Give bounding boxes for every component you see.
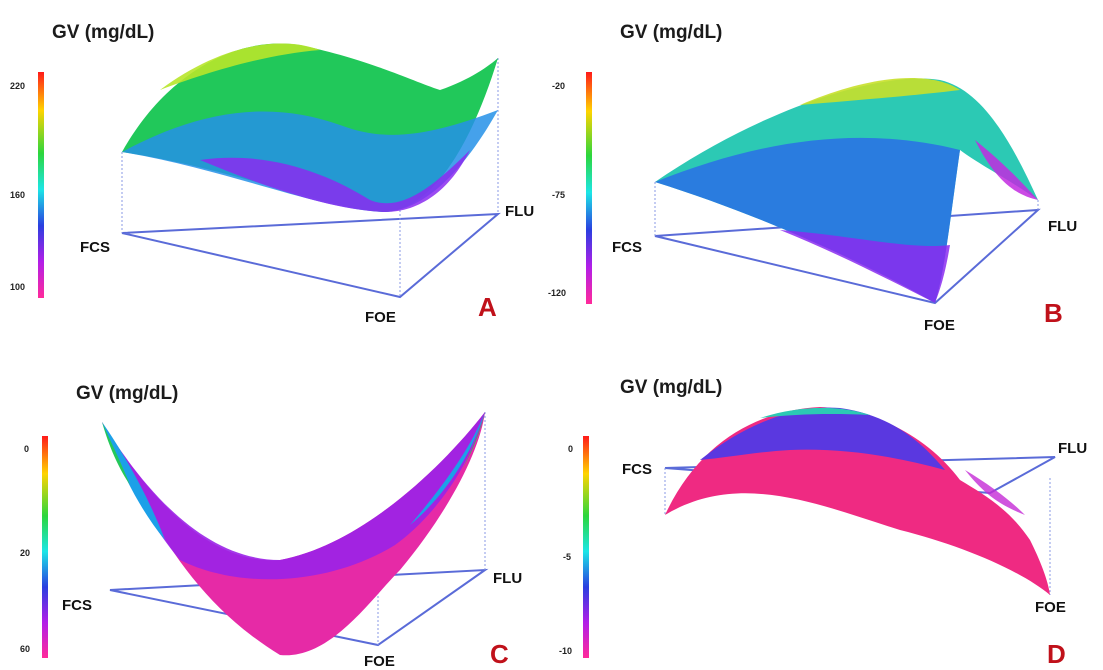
panel-d-colorbar-tick-top: 0	[568, 444, 573, 454]
panel-b-colorbar-tick-bottom: -120	[548, 288, 566, 298]
panel-a-axis-foe: FOE	[365, 309, 396, 326]
panel-d-axis-foe: FOE	[1035, 599, 1066, 616]
panel-b-letter: B	[1044, 298, 1063, 328]
panel-d-title: GV (mg/dL)	[620, 377, 722, 398]
panel-a: GV (mg/dL) 220 160 100 FCS FOE FLU A	[10, 22, 534, 326]
panel-d-axis-fcs: FCS	[622, 461, 652, 478]
panel-b-axis-foe: FOE	[924, 317, 955, 334]
panel-d-surface	[665, 407, 1050, 595]
panel-c-axis-fcs: FCS	[62, 597, 92, 614]
panel-b-colorbar-tick-top: -20	[552, 81, 565, 91]
panel-c-axis-foe: FOE	[364, 653, 395, 670]
panel-c-colorbar-tick-bottom: 60	[20, 644, 30, 654]
panel-b-colorbar	[586, 72, 592, 304]
panel-b-title: GV (mg/dL)	[620, 22, 722, 43]
panel-c-letter: C	[490, 639, 509, 669]
panel-a-axis-flu: FLU	[505, 203, 534, 220]
panel-a-letter: A	[478, 292, 497, 322]
panel-b-surface	[655, 78, 1038, 303]
panel-a-colorbar-tick-bottom: 100	[10, 282, 25, 292]
panel-a-base-frame	[121, 212, 501, 299]
panel-b-axis-flu: FLU	[1048, 218, 1077, 235]
panel-a-axis-fcs: FCS	[80, 239, 110, 256]
panel-d-colorbar	[583, 436, 589, 658]
panel-d-colorbar-tick-bottom: -10	[559, 646, 572, 656]
panel-c-surface	[102, 412, 485, 656]
panel-c-colorbar	[42, 436, 48, 658]
panel-c-colorbar-tick-mid: 20	[20, 548, 30, 558]
panel-b: GV (mg/dL) -20 -75 -120 FCS FOE FLU B	[548, 22, 1077, 334]
panel-c-title: GV (mg/dL)	[76, 383, 178, 404]
panel-a-surface	[122, 43, 498, 212]
panel-c-axis-flu: FLU	[493, 570, 522, 587]
panel-a-colorbar	[38, 72, 44, 298]
panel-a-colorbar-tick-mid: 160	[10, 190, 25, 200]
panel-c: GV (mg/dL) 0 20 60 FCS FOE FLU C	[20, 383, 522, 670]
panel-b-axis-fcs: FCS	[612, 239, 642, 256]
panel-a-colorbar-tick-top: 220	[10, 81, 25, 91]
panel-d-axis-flu: FLU	[1058, 440, 1087, 457]
panel-b-colorbar-tick-mid: -75	[552, 190, 565, 200]
panel-d-colorbar-tick-mid: -5	[563, 552, 571, 562]
panel-a-title: GV (mg/dL)	[52, 22, 154, 43]
panel-d-letter: D	[1047, 639, 1066, 669]
panel-c-colorbar-tick-top: 0	[24, 444, 29, 454]
panel-d: GV (mg/dL) 0 -5 -10 FCS FOE FLU D	[559, 377, 1087, 669]
